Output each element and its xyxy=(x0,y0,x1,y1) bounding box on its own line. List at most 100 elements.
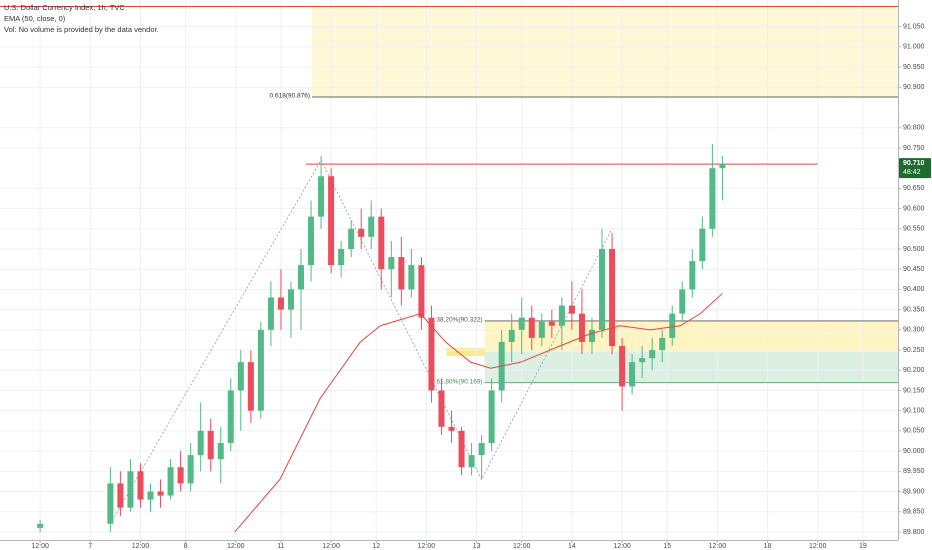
candle-body xyxy=(147,491,154,500)
ema-line xyxy=(234,293,723,533)
candle-body xyxy=(508,329,515,342)
y-tick-label: 89.850 xyxy=(903,509,925,516)
y-tick-label: 90.900 xyxy=(903,84,925,91)
x-tick-label: 19 xyxy=(859,543,867,550)
candle-body xyxy=(37,523,44,528)
candle-body xyxy=(578,313,585,342)
candle-body xyxy=(277,297,284,310)
candle-body xyxy=(619,345,626,387)
x-tick-label: 15 xyxy=(663,543,671,550)
volume-note: Vol: No volume is provided by the data v… xyxy=(4,25,159,34)
y-tick-label: 90.200 xyxy=(903,367,925,374)
candle-body xyxy=(287,289,294,310)
candle-body xyxy=(117,483,124,508)
y-tick-label: 90.400 xyxy=(903,286,925,293)
x-tick-label: 11 xyxy=(277,543,284,550)
candle-body xyxy=(709,168,716,229)
candle-body xyxy=(267,297,274,330)
x-tick-label: 7 xyxy=(88,543,92,550)
fib-zone xyxy=(312,6,898,98)
y-tick-label: 90.350 xyxy=(903,306,925,313)
y-tick-label: 89.950 xyxy=(903,468,925,475)
x-tick-label: 12:00 xyxy=(513,543,531,550)
candle-body xyxy=(127,471,134,508)
candle-body xyxy=(488,390,495,443)
candle-body xyxy=(338,248,345,266)
x-tick-label: 12:00 xyxy=(132,543,150,550)
x-tick-label: 8 xyxy=(184,543,188,550)
candle-body xyxy=(568,305,575,314)
candle-body xyxy=(237,362,244,391)
x-tick-label: 12:00 xyxy=(418,543,436,550)
y-tick-label: 90.150 xyxy=(903,387,925,394)
fib-zone xyxy=(446,348,485,357)
candle-body xyxy=(308,216,315,266)
candle-body xyxy=(609,248,616,346)
y-tick-label: 90.600 xyxy=(903,205,925,212)
candle-body xyxy=(197,430,204,456)
candle-body xyxy=(137,471,144,500)
x-tick-label: 12:00 xyxy=(227,543,245,550)
candle-body xyxy=(478,442,485,456)
candle-body xyxy=(448,426,455,431)
candle-body xyxy=(257,329,264,411)
x-tick-label: 12 xyxy=(372,543,380,550)
candle-body xyxy=(458,430,465,468)
candle-body xyxy=(699,228,706,262)
candle-body xyxy=(639,358,646,363)
y-tick-label: 90.650 xyxy=(903,185,925,192)
candle-body xyxy=(629,362,636,387)
countdown-label: 48:42 xyxy=(903,169,921,176)
candle-body xyxy=(438,390,445,427)
y-tick-label: 90.550 xyxy=(903,226,925,233)
candle-body xyxy=(388,257,395,270)
y-tick-label: 91.050 xyxy=(903,24,925,31)
fib-label: 0.618(90.876) xyxy=(270,93,310,100)
candle-body xyxy=(247,362,254,411)
candle-body xyxy=(528,317,535,338)
x-tick-label: 12:00 xyxy=(709,543,727,550)
candle-body xyxy=(187,455,194,484)
x-tick-label: 12:00 xyxy=(613,543,631,550)
x-tick-label: 14 xyxy=(568,543,576,550)
chart-title: U.S. Dollar Currency Index, 1h, TVC xyxy=(4,3,125,12)
candle-body xyxy=(378,216,385,270)
x-tick-label: 12:00 xyxy=(809,543,827,550)
candle-body xyxy=(368,216,375,237)
candle-body xyxy=(107,483,114,524)
candle-body xyxy=(599,248,606,330)
y-tick-label: 90.000 xyxy=(903,448,925,455)
candle-body xyxy=(398,257,405,290)
last-price-label: 90.710 xyxy=(903,160,925,167)
y-tick-label: 90.450 xyxy=(903,266,925,273)
x-tick-label: 13 xyxy=(473,543,481,550)
candle-body xyxy=(418,265,425,318)
candle-body xyxy=(719,164,726,169)
x-tick-label: 12:00 xyxy=(31,543,49,550)
candle-body xyxy=(548,321,555,326)
candle-body xyxy=(518,317,525,330)
x-tick-label: 12:00 xyxy=(322,543,340,550)
candle-body xyxy=(167,467,174,496)
y-tick-label: 89.900 xyxy=(903,488,925,495)
y-tick-label: 90.300 xyxy=(903,327,925,334)
candle-body xyxy=(177,467,184,484)
indicator-legend: EMA (50, close, 0) xyxy=(4,14,66,23)
y-tick-label: 90.800 xyxy=(903,125,925,132)
candle-body xyxy=(227,390,234,443)
candle-body xyxy=(207,430,214,460)
candle-body xyxy=(318,176,325,217)
candle-body xyxy=(157,491,164,496)
candle-body xyxy=(669,313,676,338)
last-price-tag xyxy=(899,158,931,179)
fib-zone xyxy=(484,352,898,383)
candle-body xyxy=(297,265,305,290)
candle-body xyxy=(217,442,224,460)
x-tick-label: 18 xyxy=(764,543,772,550)
y-tick-label: 90.500 xyxy=(903,246,925,253)
candle-body xyxy=(679,289,686,314)
candle-body xyxy=(358,228,365,237)
candle-body xyxy=(428,317,435,391)
y-tick-label: 90.250 xyxy=(903,347,925,354)
